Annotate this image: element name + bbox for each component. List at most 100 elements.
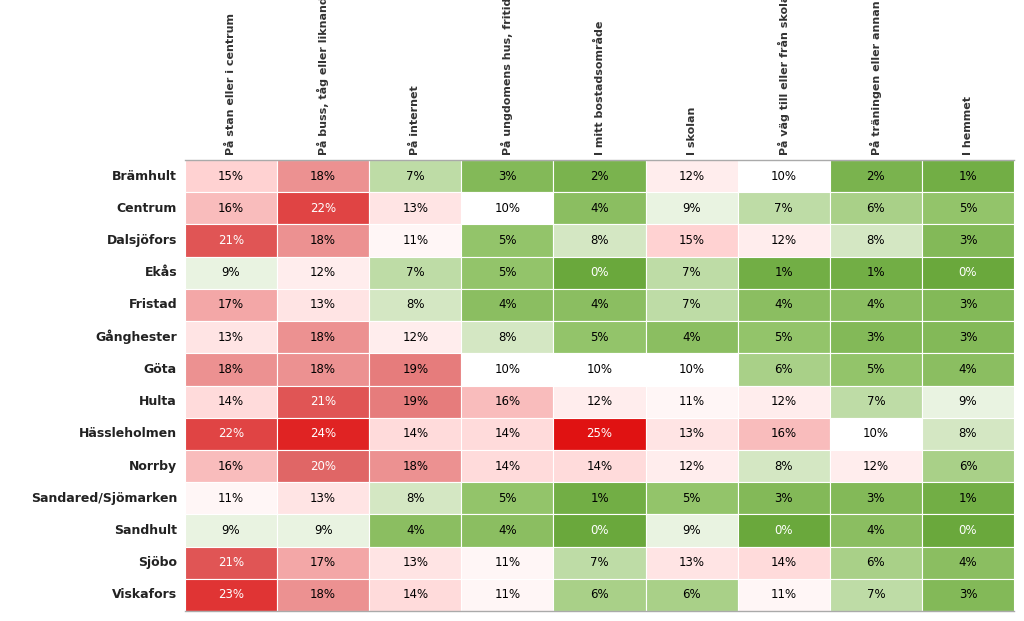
- Text: 10%: 10%: [679, 363, 705, 376]
- Bar: [462, 289, 553, 321]
- Bar: [829, 224, 922, 256]
- Bar: [462, 450, 553, 482]
- Text: 16%: 16%: [218, 460, 244, 473]
- Text: 7%: 7%: [866, 588, 885, 601]
- Bar: [370, 482, 462, 514]
- Text: 12%: 12%: [771, 234, 797, 247]
- Text: 12%: 12%: [679, 170, 705, 183]
- Text: 23%: 23%: [218, 588, 244, 601]
- Text: Dalsjöfors: Dalsjöfors: [106, 234, 177, 247]
- Bar: [185, 450, 278, 482]
- Text: 18%: 18%: [310, 588, 336, 601]
- Text: Centrum: Centrum: [117, 202, 177, 215]
- Bar: [462, 256, 553, 289]
- Text: 3%: 3%: [498, 170, 517, 183]
- Text: Sandhult: Sandhult: [114, 524, 177, 537]
- Text: 0%: 0%: [958, 524, 977, 537]
- Bar: [185, 353, 278, 386]
- Text: 7%: 7%: [866, 395, 885, 408]
- Bar: [737, 160, 829, 193]
- Bar: [370, 450, 462, 482]
- Text: 4%: 4%: [866, 299, 885, 312]
- Bar: [278, 353, 370, 386]
- Bar: [462, 546, 553, 579]
- Text: På träningen eller annan organiserad fritidsaktivitet: På träningen eller annan organiserad fri…: [869, 0, 882, 155]
- Bar: [922, 321, 1014, 353]
- Bar: [278, 418, 370, 450]
- Text: 3%: 3%: [866, 492, 885, 505]
- Bar: [829, 450, 922, 482]
- Text: 1%: 1%: [774, 266, 793, 279]
- Text: 7%: 7%: [682, 266, 700, 279]
- Text: 13%: 13%: [310, 299, 336, 312]
- Text: 4%: 4%: [866, 524, 885, 537]
- Text: 12%: 12%: [402, 330, 428, 343]
- Text: 14%: 14%: [771, 556, 797, 569]
- Text: 21%: 21%: [218, 234, 244, 247]
- Bar: [737, 386, 829, 418]
- Bar: [553, 193, 645, 224]
- Bar: [737, 256, 829, 289]
- Text: 7%: 7%: [682, 299, 700, 312]
- Text: 4%: 4%: [498, 524, 517, 537]
- Text: 21%: 21%: [310, 395, 336, 408]
- Text: Norrby: Norrby: [129, 460, 177, 473]
- Bar: [645, 193, 737, 224]
- Text: 18%: 18%: [310, 170, 336, 183]
- Text: I skolan: I skolan: [687, 107, 696, 155]
- Bar: [829, 256, 922, 289]
- Bar: [370, 353, 462, 386]
- Text: I mitt bostadsområde: I mitt bostadsområde: [595, 20, 604, 155]
- Bar: [645, 386, 737, 418]
- Text: Hulta: Hulta: [139, 395, 177, 408]
- Bar: [462, 321, 553, 353]
- Text: På väg till eller från skolan: På väg till eller från skolan: [777, 0, 790, 155]
- Text: 24%: 24%: [310, 427, 336, 440]
- Text: 12%: 12%: [310, 266, 336, 279]
- Bar: [278, 450, 370, 482]
- Text: Hässleholmen: Hässleholmen: [79, 427, 177, 440]
- Bar: [645, 546, 737, 579]
- Bar: [370, 514, 462, 546]
- Text: 6%: 6%: [866, 202, 885, 215]
- Text: 9%: 9%: [682, 202, 700, 215]
- Text: 9%: 9%: [222, 266, 241, 279]
- Text: 11%: 11%: [495, 556, 520, 569]
- Text: 10%: 10%: [863, 427, 889, 440]
- Text: Göta: Göta: [144, 363, 177, 376]
- Bar: [922, 193, 1014, 224]
- Text: 14%: 14%: [402, 588, 428, 601]
- Text: 8%: 8%: [407, 492, 425, 505]
- Text: 11%: 11%: [771, 588, 797, 601]
- Bar: [370, 386, 462, 418]
- Text: 1%: 1%: [866, 266, 885, 279]
- Text: 6%: 6%: [682, 588, 700, 601]
- Bar: [737, 514, 829, 546]
- Text: Ekås: Ekås: [144, 266, 177, 279]
- Bar: [737, 224, 829, 256]
- Text: 4%: 4%: [958, 363, 977, 376]
- Bar: [278, 160, 370, 193]
- Text: På ungdomens hus, fritidsgård eller liknande: På ungdomens hus, fritidsgård eller likn…: [502, 0, 513, 155]
- Bar: [278, 482, 370, 514]
- Text: 11%: 11%: [679, 395, 705, 408]
- Bar: [462, 160, 553, 193]
- Bar: [922, 546, 1014, 579]
- Text: 14%: 14%: [402, 427, 428, 440]
- Text: 7%: 7%: [406, 170, 425, 183]
- Text: 15%: 15%: [218, 170, 244, 183]
- Text: 13%: 13%: [310, 492, 336, 505]
- Bar: [922, 224, 1014, 256]
- Bar: [370, 193, 462, 224]
- Text: 3%: 3%: [866, 330, 885, 343]
- Bar: [553, 224, 645, 256]
- Bar: [370, 256, 462, 289]
- Bar: [370, 160, 462, 193]
- Bar: [737, 418, 829, 450]
- Text: 13%: 13%: [402, 556, 428, 569]
- Bar: [645, 450, 737, 482]
- Bar: [370, 289, 462, 321]
- Text: 13%: 13%: [402, 202, 428, 215]
- Text: 8%: 8%: [407, 299, 425, 312]
- Bar: [553, 450, 645, 482]
